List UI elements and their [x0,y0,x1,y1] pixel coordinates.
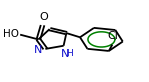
Text: Cl: Cl [108,31,118,41]
Text: N: N [34,45,42,55]
Text: O: O [39,12,48,22]
Text: N: N [61,49,69,59]
Text: HO: HO [3,29,20,39]
Text: H: H [66,49,73,58]
